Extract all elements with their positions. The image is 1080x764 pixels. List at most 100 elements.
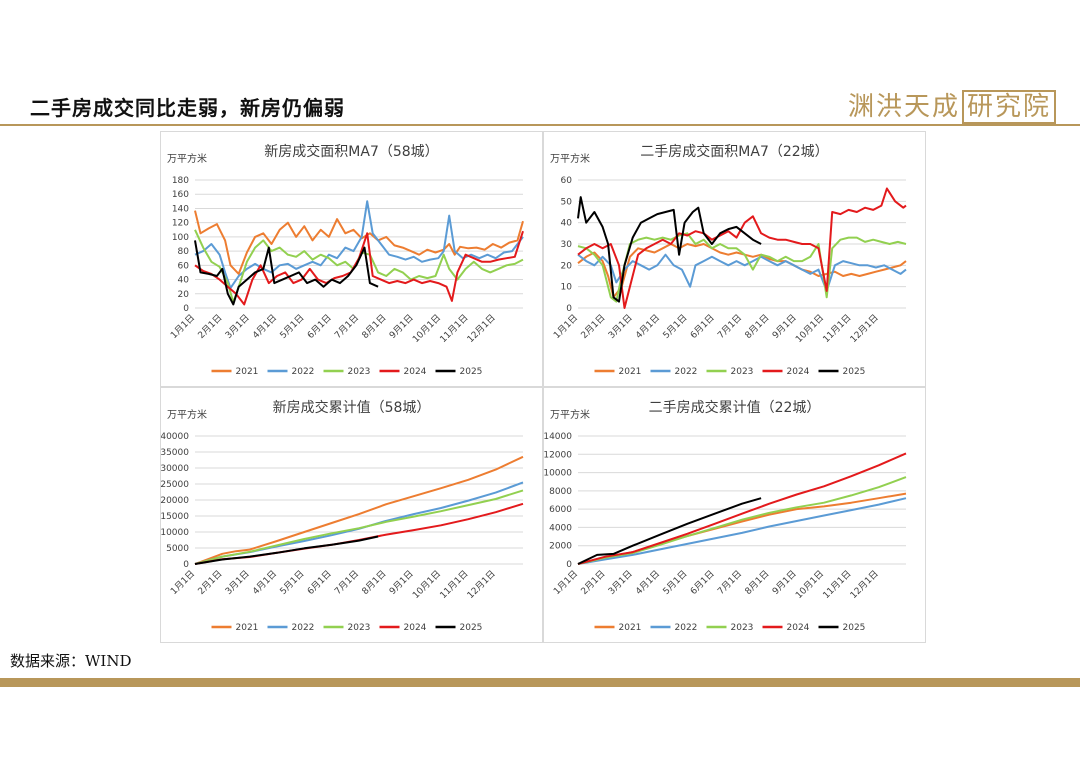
y-tick-label: 20000 (161, 496, 189, 506)
series-line-2021 (577, 243, 907, 299)
y-tick-label: 0 (183, 560, 189, 570)
x-tick-label: 10月1日 (793, 568, 826, 601)
x-tick-label: 7月1日 (716, 312, 745, 341)
series-line-2022 (577, 253, 907, 292)
y-tick-label: 160 (172, 190, 189, 200)
x-tick-label: 4月1日 (251, 312, 280, 341)
chart-svg: 新房成交面积MA7（58城） 万平方米 0 20 40 60 80 100 120 140 160 1… (167, 143, 524, 377)
x-tick-label: 5月1日 (278, 568, 307, 597)
series-line-2025 (577, 497, 762, 565)
series-line-2023 (194, 489, 524, 565)
x-tick-label: 6月1日 (305, 312, 334, 341)
x-tick-label: 3月1日 (606, 568, 635, 597)
x-tick-label: 11月1日 (438, 312, 471, 345)
y-axis-unit-label: 万平方米 (550, 408, 590, 421)
x-tick-label: 5月1日 (661, 312, 690, 341)
legend-label: 2024 (404, 623, 427, 633)
legend-label: 2024 (787, 367, 810, 377)
legend-label: 2022 (675, 623, 698, 633)
y-tick-label: 120 (172, 219, 189, 229)
y-tick-label: 14000 (544, 432, 572, 442)
legend-label: 2023 (731, 367, 754, 377)
new-home-ma7-chart: 新房成交面积MA7（58城） 万平方米 0 20 40 60 80 100 120 140 160 1… (160, 131, 543, 387)
y-tick-label: 5000 (166, 544, 189, 554)
legend-label: 2023 (731, 623, 754, 633)
x-tick-label: 7月1日 (333, 568, 362, 597)
x-tick-label: 11月1日 (821, 312, 854, 345)
x-tick-label: 7月1日 (333, 312, 362, 341)
y-tick-label: 15000 (161, 512, 189, 522)
legend-label: 2025 (843, 367, 866, 377)
logo-boxed-text: 研究院 (961, 90, 1056, 124)
x-tick-label: 12月1日 (848, 568, 881, 601)
x-tick-label: 1月1日 (552, 312, 581, 341)
y-tick-label: 140 (172, 204, 189, 214)
x-tick-label: 8月1日 (743, 568, 772, 597)
chart-title: 新房成交面积MA7（58城） (264, 143, 438, 160)
y-tick-label: 25000 (161, 480, 189, 490)
new-home-cumulative-chart: 新房成交累计值（58城） 万平方米 0 5000 10000 15000 20000 2500… (160, 387, 543, 643)
y-tick-label: 6000 (549, 505, 572, 515)
y-tick-label: 50 (561, 197, 573, 207)
y-tick-label: 0 (566, 304, 572, 314)
x-tick-label: 12月1日 (465, 312, 498, 345)
y-tick-label: 8000 (549, 487, 572, 497)
chart-svg: 二手房成交面积MA7（22城） 万平方米 0 10 20 30 40 50 60 1月1日 2月1日… (550, 143, 907, 377)
x-tick-label: 6月1日 (688, 312, 717, 341)
x-tick-label: 8月1日 (743, 312, 772, 341)
legend-label: 2023 (348, 623, 371, 633)
y-tick-label: 60 (178, 261, 190, 271)
y-axis-unit-label: 万平方米 (550, 152, 590, 165)
x-tick-label: 4月1日 (251, 568, 280, 597)
x-tick-label: 4月1日 (634, 312, 663, 341)
x-tick-label: 10月1日 (410, 568, 443, 601)
series-line-2022 (194, 200, 524, 290)
y-tick-label: 80 (178, 247, 190, 257)
y-tick-label: 60 (561, 176, 573, 186)
second-hand-cumulative-chart: 二手房成交累计值（22城） 万平方米 0 2000 4000 6000 8000 10000 1… (543, 387, 926, 643)
x-tick-label: 3月1日 (223, 568, 252, 597)
legend-label: 2024 (404, 367, 427, 377)
x-tick-label: 8月1日 (360, 568, 389, 597)
y-tick-label: 30000 (161, 464, 189, 474)
series-line-2021 (194, 455, 524, 565)
chart-title: 二手房成交累计值（22城） (649, 399, 821, 416)
y-tick-label: 30 (561, 240, 573, 250)
x-tick-label: 11月1日 (438, 568, 471, 601)
chart-svg: 新房成交累计值（58城） 万平方米 0 5000 10000 15000 20000 2500… (161, 399, 524, 633)
legend-label: 2021 (236, 623, 259, 633)
x-tick-label: 1月1日 (169, 568, 198, 597)
series-line-2024 (577, 452, 907, 565)
brand-logo: 渊洪天成 研究院 (848, 86, 1056, 124)
legend-label: 2021 (236, 367, 259, 377)
legend-label: 2021 (619, 367, 642, 377)
y-tick-label: 20 (178, 290, 190, 300)
y-tick-label: 40 (561, 219, 573, 229)
legend-label: 2025 (843, 623, 866, 633)
x-tick-label: 6月1日 (305, 568, 334, 597)
y-tick-label: 0 (183, 304, 189, 314)
legend-label: 2024 (787, 623, 810, 633)
x-tick-label: 1月1日 (169, 312, 198, 341)
series-line-2024 (577, 187, 907, 309)
y-tick-label: 20 (561, 261, 573, 271)
y-tick-label: 100 (172, 233, 189, 243)
legend-label: 2022 (292, 623, 315, 633)
x-tick-label: 12月1日 (848, 312, 881, 345)
y-tick-label: 12000 (544, 450, 572, 460)
data-source-note: 数据来源：WIND (10, 652, 132, 670)
y-tick-label: 35000 (161, 448, 189, 458)
x-tick-label: 8月1日 (360, 312, 389, 341)
page-title: 二手房成交同比走弱，新房仍偏弱 (30, 96, 345, 120)
y-tick-label: 10 (561, 283, 573, 293)
y-axis-unit-label: 万平方米 (167, 152, 207, 165)
x-tick-label: 10月1日 (410, 312, 443, 345)
header-divider (0, 124, 1080, 126)
series-line-2024 (194, 502, 524, 565)
series-line-2025 (194, 240, 379, 306)
y-tick-label: 2000 (549, 542, 572, 552)
y-tick-label: 180 (172, 176, 189, 186)
series-line-2023 (577, 476, 907, 565)
x-tick-label: 2月1日 (579, 312, 608, 341)
chart-svg: 二手房成交累计值（22城） 万平方米 0 2000 4000 6000 8000 10000 1… (544, 399, 907, 633)
